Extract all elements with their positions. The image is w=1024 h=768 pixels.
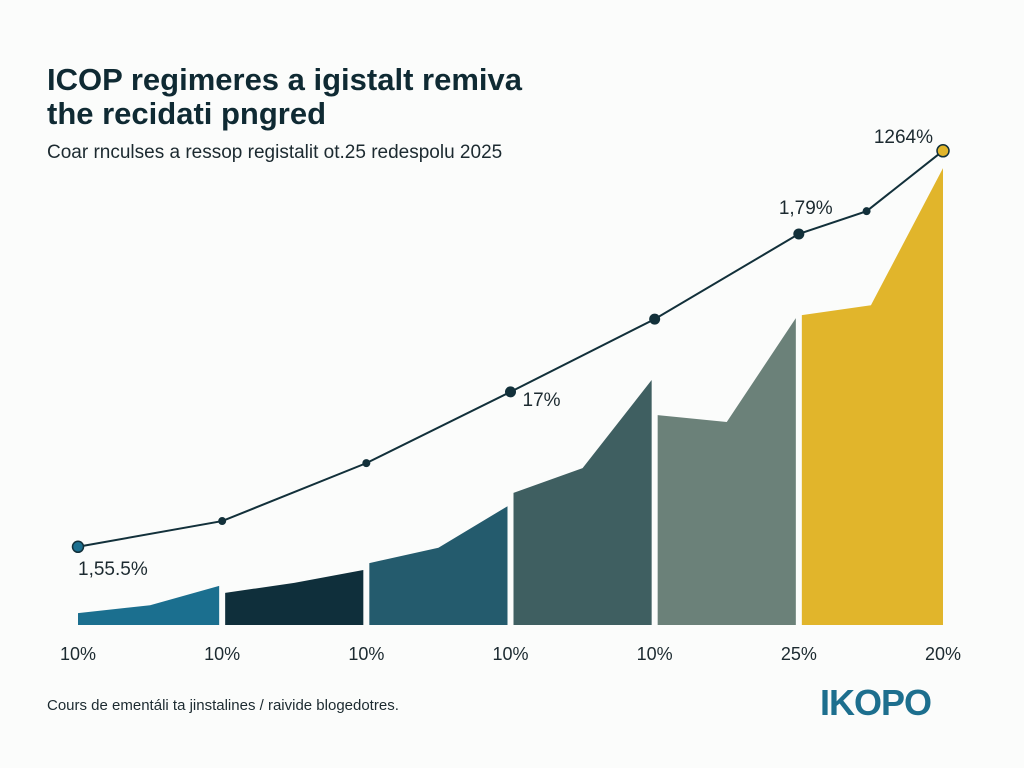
footnote: Cours de ementáli ta jinstalines / raivi… <box>47 697 399 714</box>
title-line-1: ICOP regimeres a igistalt remiva <box>47 62 522 97</box>
trend-line <box>77 150 944 548</box>
title-line-2: the recidati pngred <box>47 96 327 131</box>
line-point <box>362 459 371 468</box>
x-tick-label: 10% <box>492 644 528 664</box>
chart-subtitle: Coar rnculses a ressop registalit ot.25 … <box>47 142 503 163</box>
area-segment-4 <box>513 379 652 625</box>
x-tick-label: 20% <box>925 644 961 664</box>
line-point <box>71 540 85 554</box>
data-label: 1264% <box>874 127 933 148</box>
line-point <box>862 207 871 216</box>
line-point <box>649 313 661 325</box>
area-segment-5 <box>657 318 796 625</box>
data-label: 1,79% <box>779 198 833 219</box>
chart-title: ICOP regimeres a igistalt remiva the rec… <box>47 63 522 131</box>
data-label: 17% <box>523 390 561 411</box>
x-tick-label: 10% <box>60 644 96 664</box>
area-segment-2 <box>225 570 364 625</box>
line-point <box>218 517 227 526</box>
line-point <box>505 386 516 398</box>
area-segment-3 <box>369 506 508 625</box>
logo: IKOPO <box>820 682 932 723</box>
line-point <box>936 144 950 158</box>
x-tick-label: 10% <box>204 644 240 664</box>
x-tick-label: 10% <box>348 644 384 664</box>
area-segment-1 <box>78 585 220 625</box>
data-label: 1,55.5% <box>78 559 148 580</box>
x-tick-label: 10% <box>637 644 673 664</box>
area-segment-6 <box>801 168 943 626</box>
line-point <box>793 228 805 240</box>
x-tick-label: 25% <box>781 644 817 664</box>
